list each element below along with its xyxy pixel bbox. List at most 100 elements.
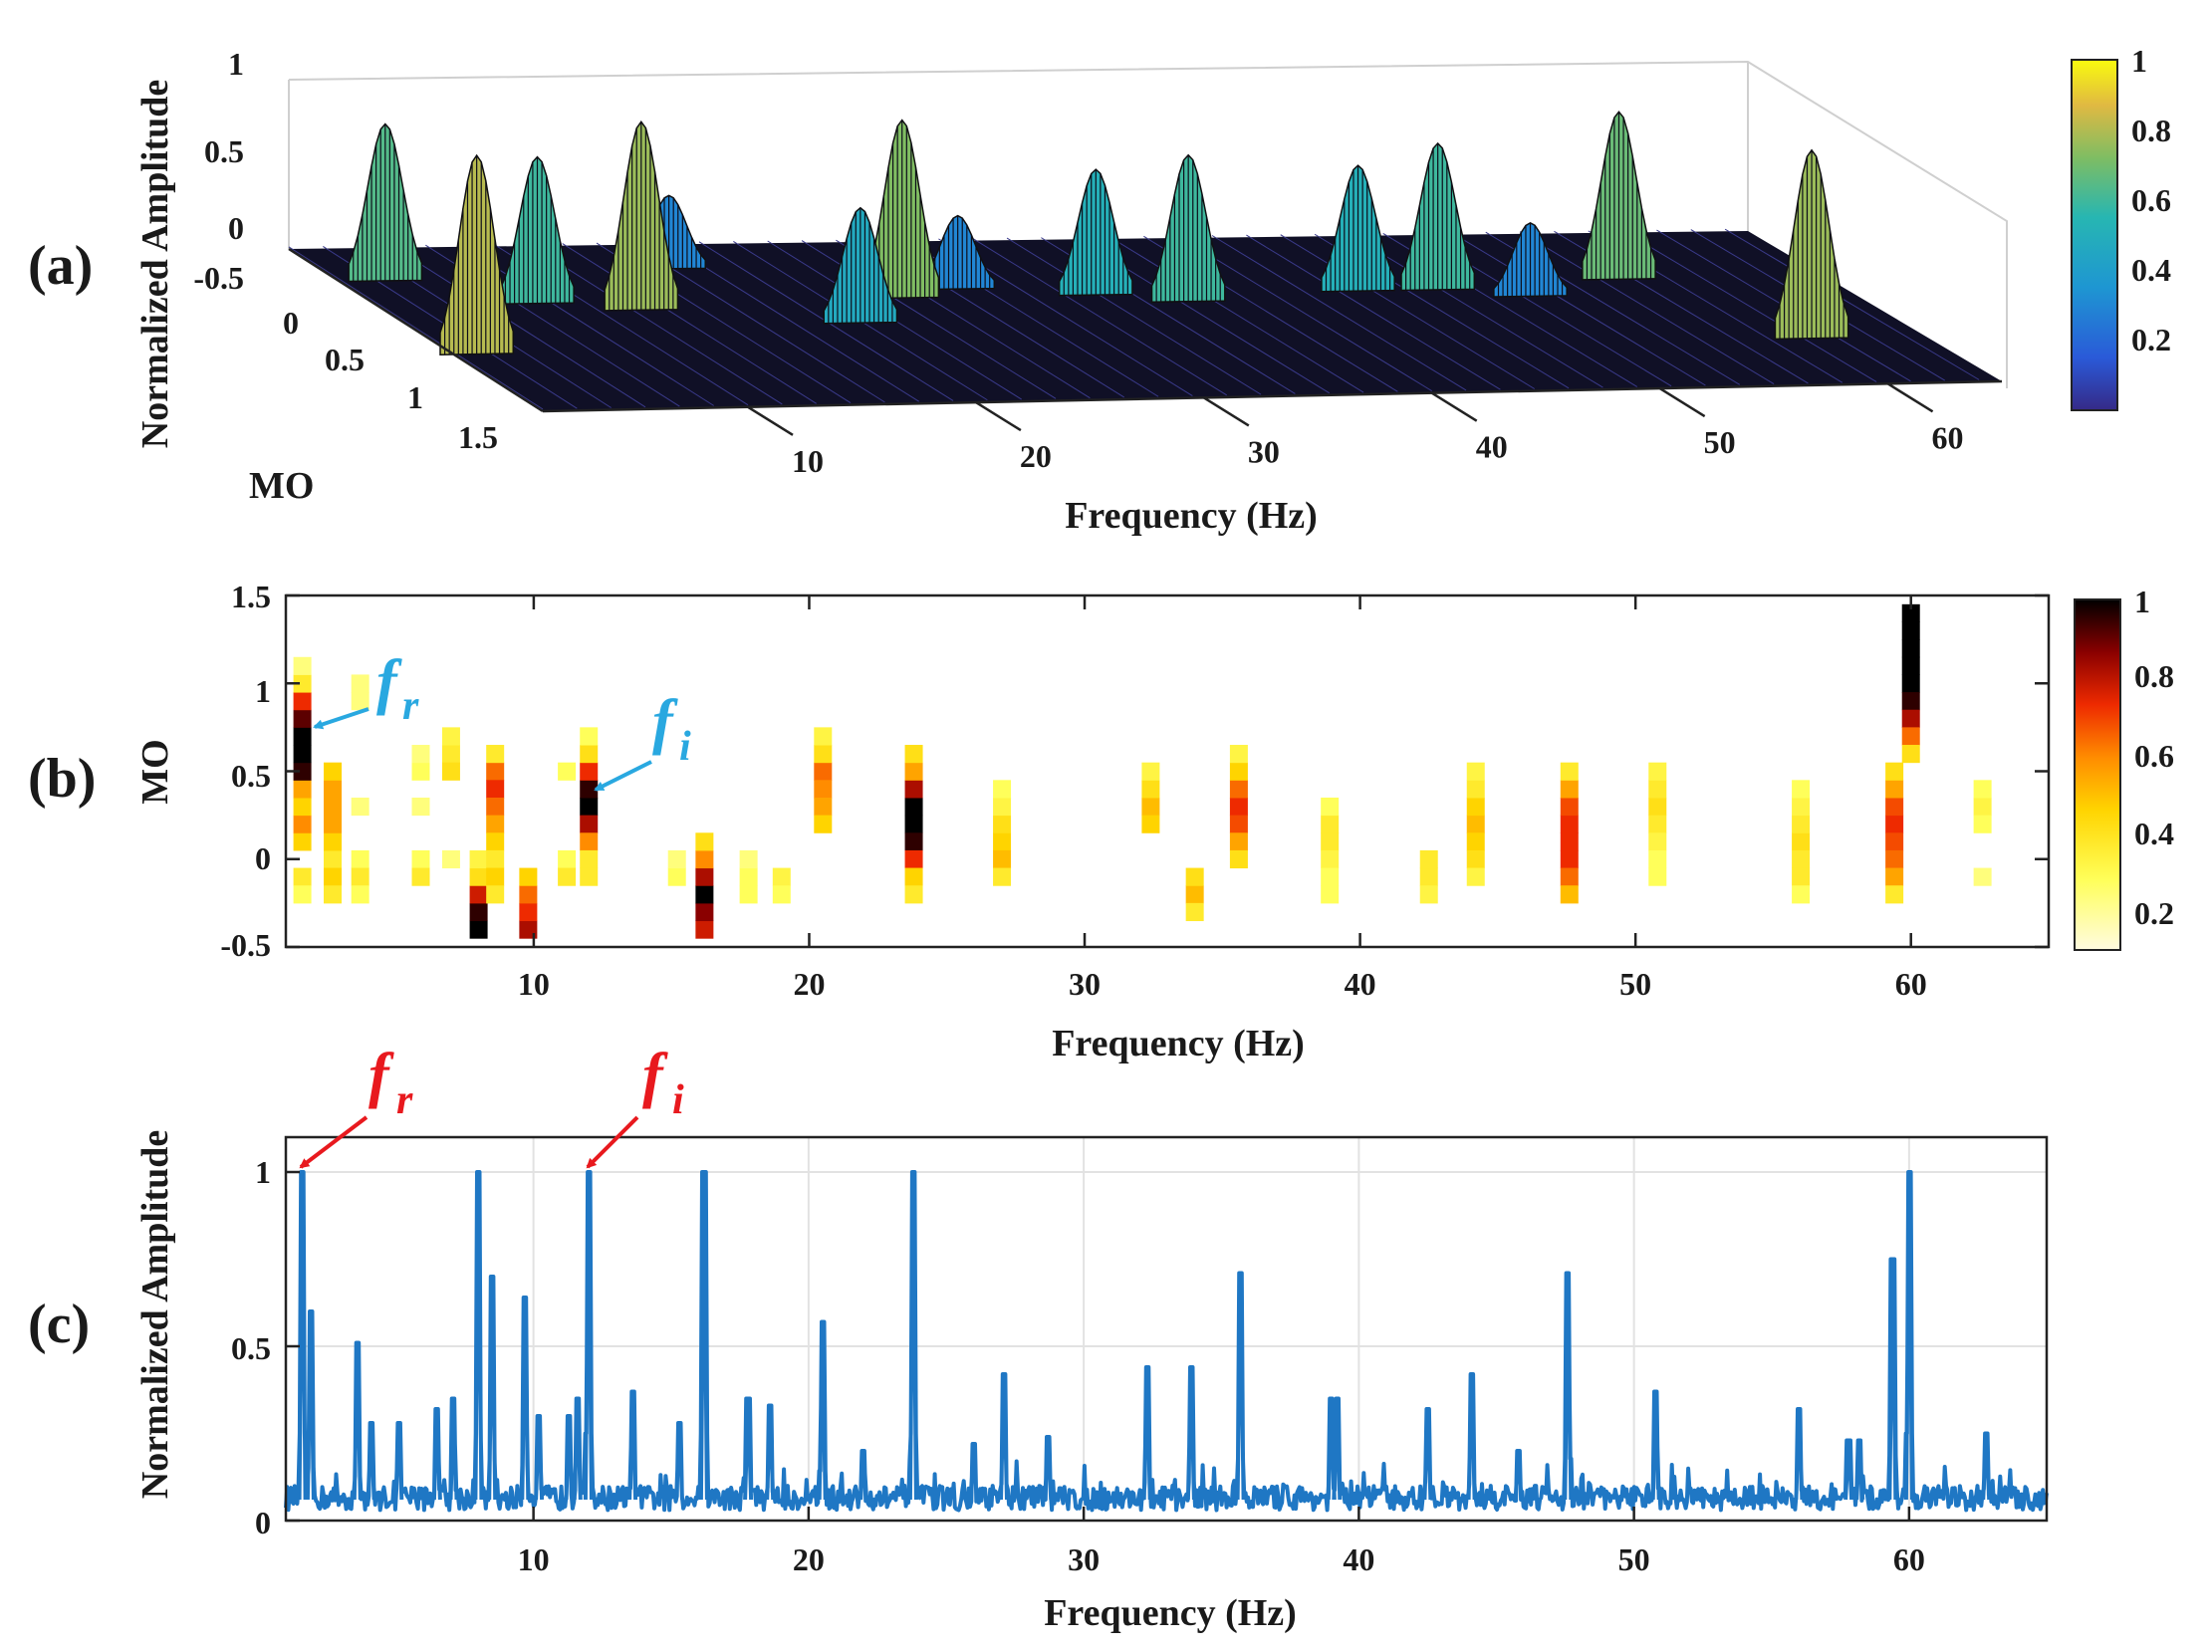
heatmap-cell bbox=[580, 745, 599, 764]
heatmap-cell bbox=[1419, 849, 1438, 869]
heatmap-cell bbox=[324, 885, 343, 904]
heatmap-cell bbox=[1229, 832, 1248, 851]
heatmap-cell bbox=[1321, 797, 1340, 817]
heatmap-cell bbox=[486, 849, 505, 869]
heatmap-cell bbox=[993, 815, 1012, 833]
panel-a-xtick: 10 bbox=[792, 443, 824, 479]
panel-a-xtick-mark bbox=[1658, 386, 1706, 418]
panel-a-xtick-mark bbox=[1203, 396, 1250, 427]
surface-floor bbox=[289, 231, 2002, 411]
heatmap-cell bbox=[1141, 815, 1160, 833]
heatmap-cell bbox=[1885, 762, 1904, 781]
heatmap-cell bbox=[1141, 797, 1160, 817]
panel-a-xtick: 50 bbox=[1704, 424, 1736, 460]
heatmap-cell bbox=[1885, 797, 1904, 817]
heatmap-cell bbox=[904, 849, 923, 869]
panel-c-xtick: 40 bbox=[1343, 1541, 1374, 1577]
heatmap-cell bbox=[558, 762, 577, 781]
panel-b-colorbar-tick: 0.2 bbox=[2134, 895, 2174, 931]
heatmap-cell bbox=[580, 762, 599, 781]
heatmap-cell bbox=[814, 797, 833, 817]
heatmap-cell bbox=[411, 849, 430, 869]
heatmap-cell bbox=[293, 867, 312, 886]
heatmap-cell bbox=[558, 849, 577, 869]
heatmap-cell bbox=[1792, 885, 1811, 904]
heatmap-cell bbox=[1229, 815, 1248, 833]
panel-a-colorbar-tick: 0.4 bbox=[2131, 252, 2171, 288]
heatmap-cell bbox=[1229, 745, 1248, 764]
surface-mesh-line bbox=[1177, 235, 1432, 392]
heatmap-cell bbox=[904, 745, 923, 764]
panel-a-ztick: 0 bbox=[228, 210, 244, 246]
heatmap-cell bbox=[411, 797, 430, 817]
heatmap-cell bbox=[486, 745, 505, 764]
heatmap-cell bbox=[904, 832, 923, 851]
panel-c-xtick: 60 bbox=[1893, 1541, 1925, 1577]
panel-b-ytick: 1 bbox=[255, 673, 271, 709]
heatmap-cell bbox=[411, 762, 430, 781]
panel-b-colorbar: 1 0.8 0.6 0.4 0.2 bbox=[2074, 584, 2174, 951]
heatmap-cell bbox=[1466, 797, 1485, 817]
heatmap-cell bbox=[1648, 762, 1667, 781]
surface-mesh-line bbox=[390, 245, 646, 408]
heatmap-cell bbox=[1792, 815, 1811, 833]
heatmap-cell bbox=[1321, 832, 1340, 851]
heatmap-cell bbox=[739, 885, 758, 904]
panel-c-xtick: 10 bbox=[518, 1541, 550, 1577]
heatmap-cell bbox=[351, 885, 369, 904]
heatmap-cell bbox=[1973, 815, 1992, 833]
heatmap-cell bbox=[814, 762, 833, 781]
panel-b-label: (b) bbox=[28, 748, 96, 810]
heatmap-cell bbox=[351, 674, 369, 693]
panel-a-xtick: 40 bbox=[1476, 429, 1508, 465]
heatmap-cell bbox=[1141, 780, 1160, 799]
heatmap-cell bbox=[1885, 885, 1904, 904]
heatmap-cell bbox=[1185, 885, 1204, 904]
panel-b-ytick: 0.5 bbox=[231, 758, 271, 794]
heatmap-cell bbox=[1321, 849, 1340, 869]
panel-b-fi-subscript: i bbox=[679, 724, 691, 770]
heatmap-cell bbox=[1321, 815, 1340, 833]
heatmap-cell bbox=[469, 849, 488, 869]
heatmap-cell bbox=[1185, 902, 1204, 922]
heatmap-cell bbox=[772, 867, 791, 886]
panel-c-fr-arrow bbox=[299, 1115, 369, 1169]
heatmap-cell bbox=[1560, 815, 1579, 833]
heatmap-cell bbox=[1885, 867, 1904, 886]
panel-a-colorbar-tick: 1 bbox=[2131, 43, 2147, 79]
heatmap-cell bbox=[814, 780, 833, 799]
panel-a-colorbar-gradient bbox=[2071, 59, 2118, 411]
panel-c-fi-symbol: f bbox=[642, 1042, 668, 1109]
heatmap-cell bbox=[580, 780, 599, 799]
heatmap-cell bbox=[1229, 780, 1248, 799]
heatmap-cell bbox=[814, 745, 833, 764]
heatmap-cell bbox=[1560, 885, 1579, 904]
panel-c-fr-subscript: r bbox=[396, 1077, 413, 1123]
surface-mesh-line bbox=[1621, 230, 1877, 382]
heatmap-cell bbox=[293, 762, 312, 781]
heatmap-cell bbox=[1648, 797, 1667, 817]
panel-c-axis-ticks bbox=[286, 1170, 1911, 1523]
heatmap-cell bbox=[993, 780, 1012, 799]
surface-mesh-line bbox=[1006, 237, 1262, 395]
panel-a-xaxis-label: Frequency (Hz) bbox=[1065, 495, 1318, 537]
panel-c-fi-subscript: i bbox=[672, 1077, 684, 1123]
heatmap-cell bbox=[1560, 797, 1579, 817]
panel-b-axis-ticks bbox=[286, 593, 2049, 949]
heatmap-cell bbox=[1901, 621, 1920, 640]
heatmap-cell bbox=[1466, 815, 1485, 833]
panel-a-surface-ridges bbox=[348, 111, 1849, 355]
panel-b-colorbar-tick: 0.8 bbox=[2134, 658, 2174, 694]
heatmap-cell bbox=[469, 920, 488, 939]
heatmap-cell bbox=[293, 674, 312, 693]
heatmap-cell bbox=[993, 832, 1012, 851]
heatmap-cell bbox=[1648, 815, 1667, 833]
heatmap-cell bbox=[814, 727, 833, 746]
heatmap-cell bbox=[695, 885, 714, 904]
panel-c-spectrum-line bbox=[284, 1170, 2049, 1513]
heatmap-cell bbox=[1901, 639, 1920, 658]
heatmap-cell bbox=[1466, 780, 1485, 799]
heatmap-cell bbox=[324, 832, 343, 851]
panel-c-xtick: 20 bbox=[793, 1541, 825, 1577]
panel-c-fr-symbol: f bbox=[369, 1042, 394, 1109]
